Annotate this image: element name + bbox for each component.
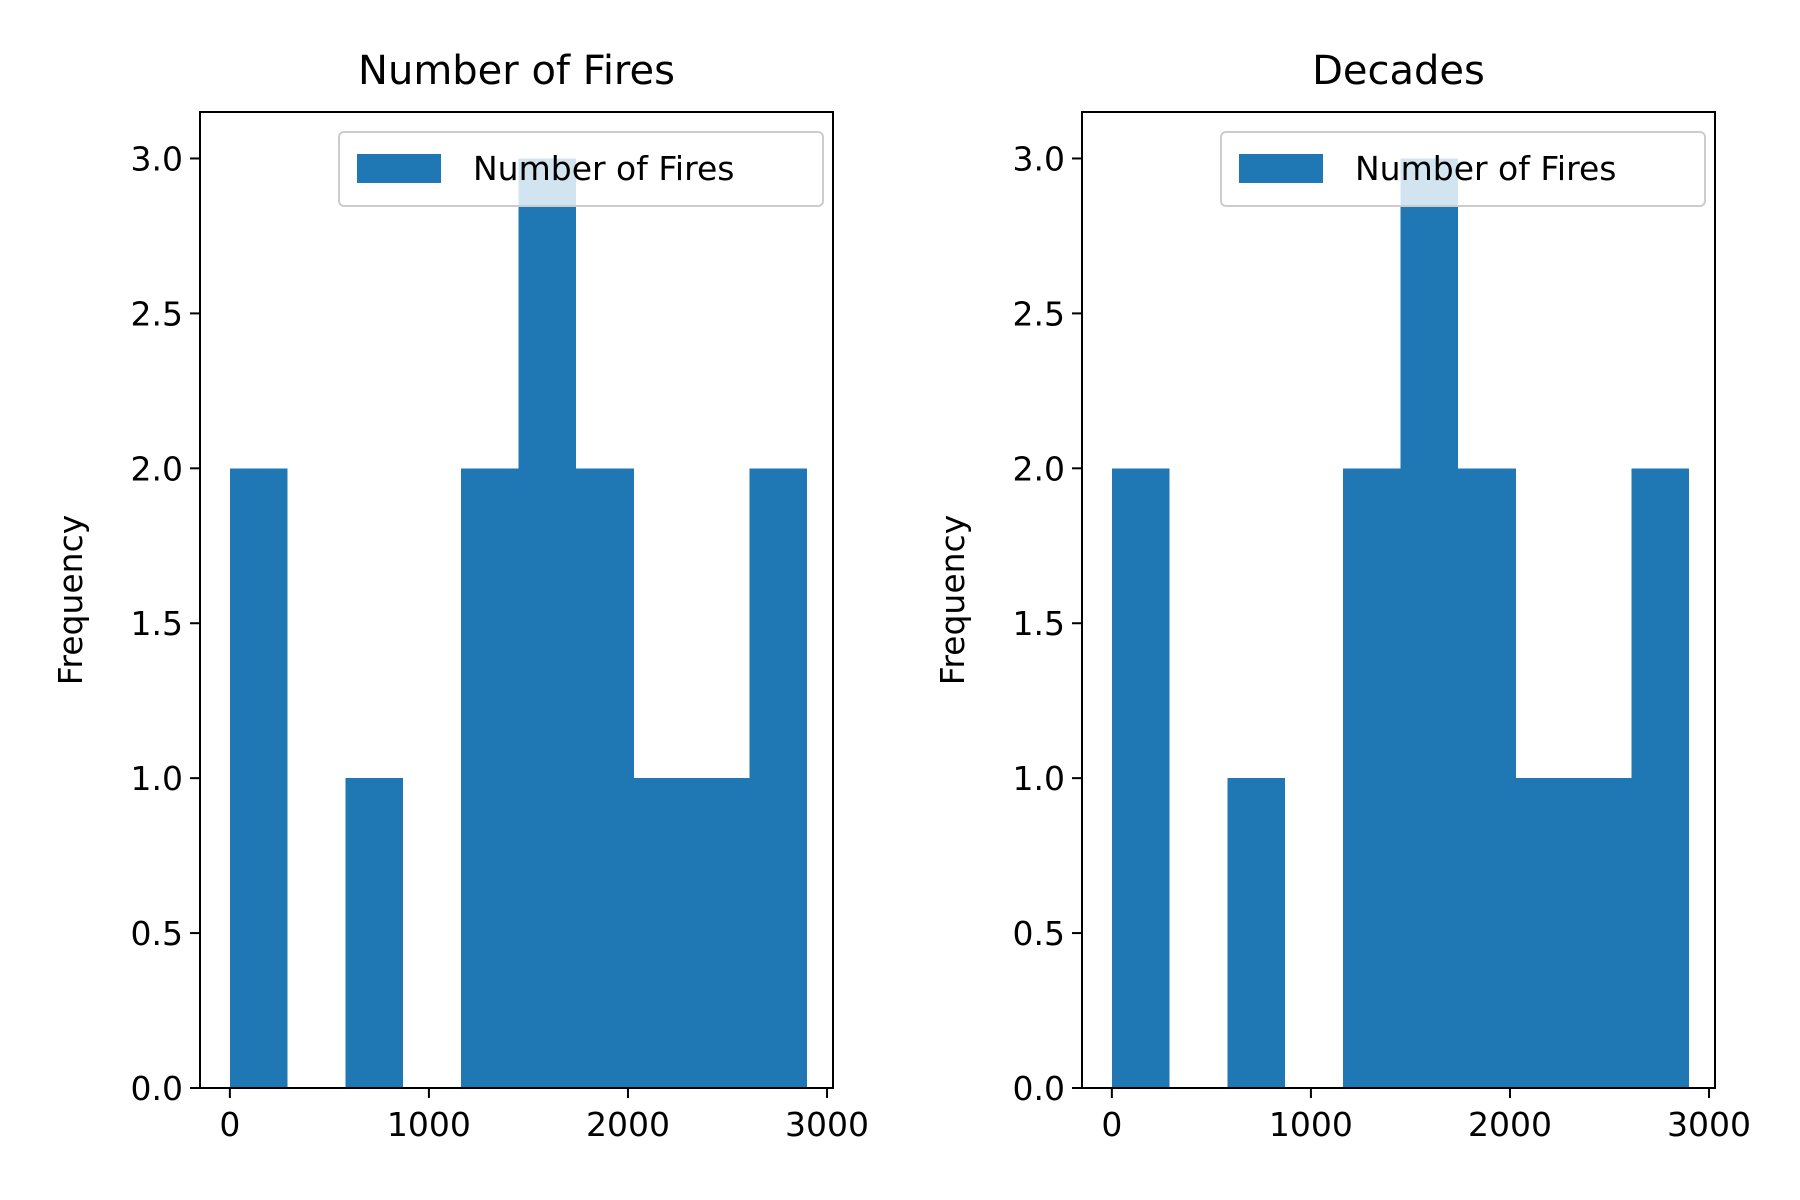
legend-swatch [1239,154,1323,183]
histogram-bar [1515,778,1574,1088]
x-tick-label: 3000 [1667,1105,1751,1144]
histogram-bar [1631,468,1690,1088]
x-tick-label: 0 [1101,1105,1122,1144]
legend-label: Number of Fires [473,149,734,188]
histogram-bar [229,468,288,1088]
legend-box [1220,131,1706,207]
histogram-bar [1573,778,1632,1088]
histogram-bar [1400,158,1459,1088]
histogram-bar [633,778,692,1088]
y-axis-label: Frequency [933,515,972,685]
y-tick-label: 2.0 [131,449,183,488]
x-tick-label: 0 [219,1105,240,1144]
y-tick-label: 2.5 [131,294,183,333]
histogram-bar [1111,468,1170,1088]
chart-panel-1: 0.0 0.5 1.0 1.5 2.0 2.5 3.0 0 1000 2000 3000 Number… [51,48,869,1144]
y-tick-label: 1.5 [1013,604,1065,643]
y-tick-label: 3.0 [131,139,183,178]
axes-frame [199,111,834,1089]
legend-box [338,131,824,207]
y-tick-label: 1.0 [131,759,183,798]
y-tick-label: 0.0 [131,1069,183,1108]
legend-swatch [357,154,441,183]
histogram-bar [1342,468,1401,1088]
chart-panel-2: 0.0 0.5 1.0 1.5 2.0 2.5 3.0 0 1000 2000 3000 Decade… [933,48,1751,1144]
y-tick-label: 3.0 [1013,139,1065,178]
histogram-bar [1458,468,1516,1088]
chart-title: Decades [1312,48,1485,94]
x-tick-label: 1000 [1269,1105,1353,1144]
legend: Number of Fires [338,131,824,207]
x-tick-label: 2000 [1468,1105,1552,1144]
y-tick-label: 2.5 [1013,294,1065,333]
y-tick-label: 1.5 [131,604,183,643]
y-axis-label: Frequency [51,515,90,685]
histogram-bar [460,468,519,1088]
x-tick-label: 1000 [387,1105,471,1144]
histogram-bar [1227,778,1286,1088]
legend-label: Number of Fires [1355,149,1616,188]
y-tick-label: 2.0 [1013,449,1065,488]
chart-title: Number of Fires [358,48,675,94]
histogram-bar [576,468,634,1088]
x-tick-label: 2000 [586,1105,670,1144]
histogram-bar [345,778,404,1088]
y-tick-label: 0.5 [131,914,183,953]
histogram-bar [749,468,808,1088]
y-tick-label: 1.0 [1013,759,1065,798]
legend: Number of Fires [1220,131,1706,207]
y-tick-label: 0.0 [1013,1069,1065,1108]
axes-frame [1081,111,1716,1089]
x-tick-label: 3000 [785,1105,869,1144]
histogram-bar [518,158,577,1088]
y-tick-label: 0.5 [1013,914,1065,953]
histogram-bar [691,778,750,1088]
